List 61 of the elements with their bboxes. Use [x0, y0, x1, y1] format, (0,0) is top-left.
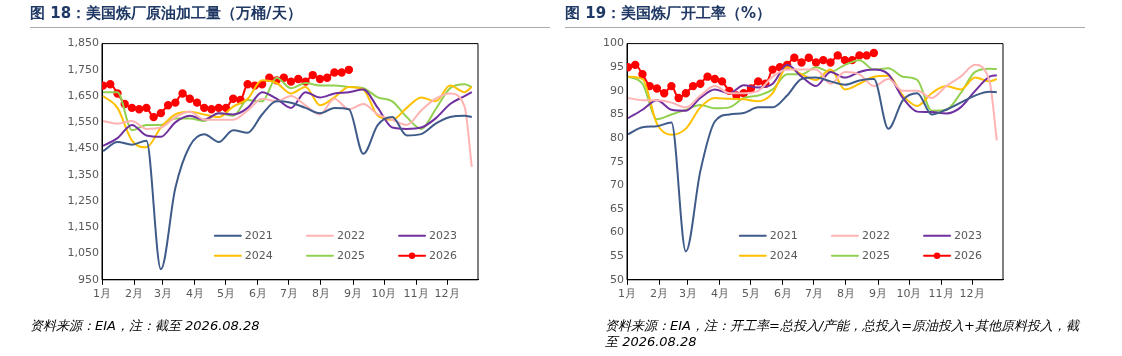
x-tick-label: 5月	[741, 287, 760, 301]
x-tick-label: 1月	[618, 287, 636, 301]
y-tick-label: 95	[610, 60, 624, 74]
x-tick-label: 9月	[344, 287, 363, 301]
y-tick-label: 1,250	[67, 193, 99, 207]
legend-label: 2022	[861, 228, 890, 242]
legend-label: 2022	[336, 228, 365, 242]
legend-label: 2023	[954, 228, 983, 242]
y-tick-label: 75	[610, 154, 624, 168]
chart-title: 图 18：美国炼厂原油加工量（万桶/天）	[30, 4, 550, 28]
x-tick-label: 12月	[959, 287, 985, 301]
x-tick-label: 10月	[896, 287, 922, 301]
chart-title: 图 19：美国炼厂开工率（%）	[565, 4, 1085, 28]
x-tick-label: 7月	[279, 287, 298, 301]
y-tick-label: 80	[610, 130, 624, 144]
x-tick-label: 8月	[311, 287, 330, 301]
x-tick-label: 6月	[773, 287, 792, 301]
x-tick-label: 4月	[185, 287, 204, 301]
y-tick-label: 70	[610, 178, 624, 192]
legend-label: 2026	[429, 248, 458, 262]
y-tick-label: 55	[610, 249, 624, 263]
y-tick-label: 90	[610, 83, 624, 97]
y-tick-label: 1,650	[67, 88, 99, 102]
y-tick-label: 85	[610, 107, 624, 121]
legend-label: 2025	[336, 248, 365, 262]
x-tick-label: 3月	[153, 287, 172, 301]
x-tick-label: 10月	[371, 287, 397, 301]
x-tick-label: 2月	[650, 287, 669, 301]
y-tick-label: 950	[78, 272, 99, 286]
x-tick-label: 9月	[869, 287, 888, 301]
x-tick-label: 1月	[93, 287, 111, 301]
y-tick-label: 1,550	[67, 115, 99, 129]
x-tick-label: 6月	[248, 287, 267, 301]
y-tick-label: 1,350	[67, 167, 99, 181]
y-tick-label: 50	[610, 272, 624, 286]
legend-label: 2025	[861, 248, 890, 262]
y-tick-label: 1,750	[67, 62, 99, 76]
legend-label: 2023	[429, 228, 458, 242]
y-tick-label: 1,150	[67, 220, 99, 234]
legend-label: 2021	[769, 228, 798, 242]
x-tick-label: 4月	[710, 287, 729, 301]
x-tick-label: 8月	[836, 287, 855, 301]
x-tick-label: 2月	[125, 287, 144, 301]
x-tick-label: 11月	[403, 287, 429, 301]
legend-label: 2026	[954, 248, 983, 262]
y-tick-label: 1,050	[67, 246, 99, 260]
y-tick-label: 1,850	[67, 36, 99, 50]
y-tick-label: 100	[603, 36, 624, 50]
text: 资料来源：EIA，注：开工率=总投入/产能，总投入=原油投入+其他原料投入，截至 2026.08.28	[605, 318, 1081, 350]
legend-label: 2024	[769, 248, 798, 262]
x-tick-label: 3月	[678, 287, 697, 301]
y-tick-label: 65	[610, 201, 624, 215]
x-tick-label: 12月	[434, 287, 460, 301]
text: 资料来源：EIA，注：截至 2026.08.28	[30, 318, 261, 334]
y-tick-label: 1,450	[67, 141, 99, 155]
legend-label: 2021	[244, 228, 273, 242]
x-tick-label: 5月	[216, 287, 235, 301]
y-tick-label: 60	[610, 225, 624, 239]
x-tick-label: 11月	[928, 287, 954, 301]
legend-label: 2024	[244, 248, 273, 262]
x-tick-label: 7月	[804, 287, 823, 301]
